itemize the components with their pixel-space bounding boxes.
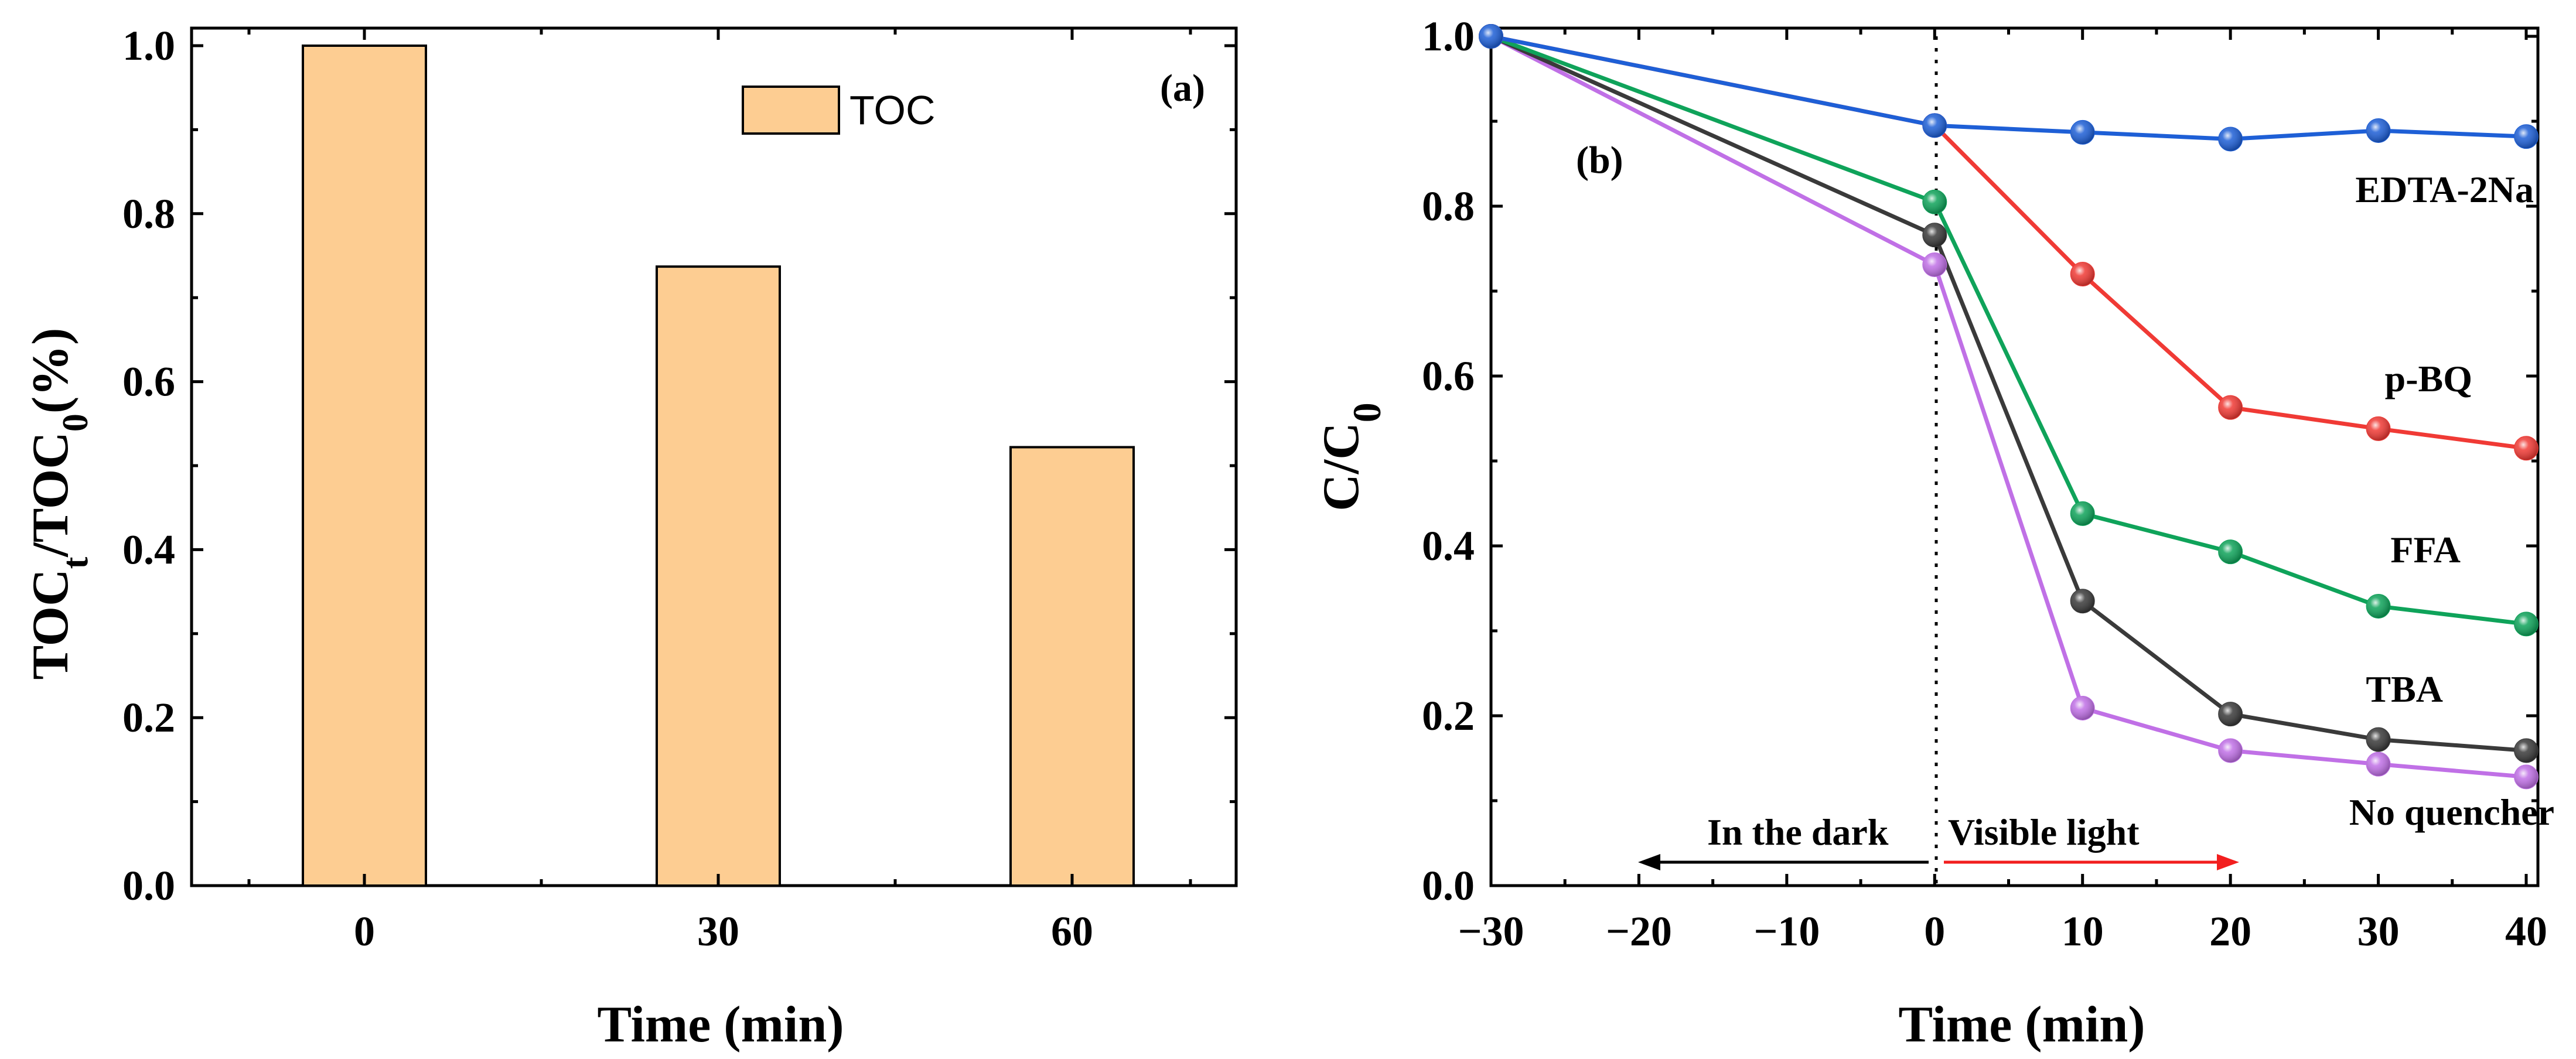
chart-a-x-tick-label: 60 [1051,908,1093,955]
point-edta-2na-0 [1922,113,1947,138]
series-line-edta-2na [1490,34,2527,141]
chart-b: 0.0 0.2 0.4 0.6 0.8 1.0 −30 −20 −10 0 10 20 30 40 EDT… [1313,13,2554,1053]
chart-b-y-tick-label: 0.4 [1422,522,1475,569]
chart-b-x-tick-label: 30 [2357,908,2400,955]
chart-b-lines [1490,34,2527,779]
point-edta-2na-40 [2514,124,2539,149]
series-line-tba [1490,34,2527,753]
chart-b-x-axis-title: Time (min) [1898,996,2145,1053]
chart-a-x-axis-title: Time (min) [597,996,844,1053]
dark-annotation-label: In the dark [1707,811,1889,853]
series-label-ffa: FFA [2390,529,2461,571]
series-label-no-quencher: No quencher [2349,791,2554,833]
chart-b-y-axis-title: C/C0 [1313,402,1389,511]
point-ffa-40 [2514,612,2539,637]
point-ffa-30 [2366,593,2391,619]
point-tba-40 [2514,738,2539,763]
point-edta-2na-20 [2218,127,2243,152]
chart-b-x-tick-label: 40 [2505,908,2547,955]
series-label-p-bq: p-BQ [2385,358,2472,399]
chart-a: 0.0 0.2 0.4 0.6 0.8 1.0 0 30 60 TOC (a) Time (mi… [22,22,1238,1053]
point-tba-10 [2070,589,2095,614]
chart-b-y-tick-label: 0.6 [1422,353,1475,399]
chart-a-y-tick-label: 0.0 [122,862,175,909]
series-line-p-bq [1490,34,2527,450]
point-p-bq-10 [2070,262,2095,286]
point-edta-2na-30 [2366,118,2391,143]
chart-b-y-tick-label: 0.8 [1422,183,1475,230]
chart-b-x-tick-label: 10 [2062,908,2104,955]
point-ffa-10 [2070,501,2095,526]
point-tba-30 [2366,727,2391,752]
chart-a-y-tick-label: 0.6 [122,358,175,405]
point-tba-0 [1922,223,1947,248]
chart-b-x-tick-label: −10 [1753,908,1820,955]
chart-a-ticks: 0.0 0.2 0.4 0.6 0.8 1.0 0 30 60 [122,22,1236,955]
point-edta-2na-10 [2070,119,2095,145]
chart-a-legend-swatch [742,86,840,135]
point-ffa-20 [2218,539,2243,565]
chart-a-x-tick-label: 0 [354,908,375,955]
series-label-tba: TBA [2366,668,2443,710]
chart-a-panel-tag: (a) [1160,67,1205,110]
bar-30 [656,265,781,887]
chart-b-y-tick-label: 0.0 [1422,862,1475,909]
chart-b-plot-area [1489,26,2540,887]
chart-b-series-labels: EDTA-2Na p-BQ FFA TBA No quencher [2349,169,2554,833]
chart-a-y-tick-label: 0.8 [122,190,175,237]
chart-a-x-tick-label: 30 [697,908,739,955]
chart-b-frame [1489,26,2540,887]
chart-a-legend-label: TOC [849,87,936,133]
point-p-bq-40 [2514,436,2539,461]
point-ffa-0 [1922,189,1947,214]
point-no-quencher-20 [2218,738,2243,763]
chart-b-points [1479,24,2539,790]
chart-a-y-tick-label: 0.4 [122,526,175,573]
series-line-ffa [1490,34,2527,626]
series-line-no-quencher [1490,34,2527,779]
bar-60 [1009,446,1135,887]
chart-a-y-axis-title: TOCt/TOC0(%) [22,328,95,680]
chart-b-y-tick-label: 1.0 [1422,13,1475,60]
point-edta-2na--30 [1479,24,1503,49]
point-no-quencher-40 [2514,764,2539,790]
point-p-bq-30 [2366,416,2391,441]
chart-a-y-tick-label: 0.2 [122,694,175,741]
point-no-quencher-10 [2070,695,2095,720]
dark-arrow-head [1638,854,1660,870]
point-no-quencher-0 [1922,252,1947,278]
series-label-edta-2na: EDTA-2Na [2355,169,2534,210]
point-p-bq-20 [2218,395,2243,420]
point-no-quencher-30 [2366,751,2391,777]
chart-b-ticks: 0.0 0.2 0.4 0.6 0.8 1.0 −30 −20 −10 0 10 20 30 40 [1422,13,2547,955]
bar-0 [302,45,427,887]
chart-b-y-tick-label: 0.2 [1422,692,1475,739]
chart-a-bars [302,45,1135,887]
chart-b-x-tick-label: 0 [1924,908,1945,955]
chart-b-x-tick-label: −20 [1606,908,1672,955]
point-tba-20 [2218,702,2243,727]
chart-b-panel-tag: (b) [1576,139,1623,182]
chart-a-y-tick-label: 1.0 [122,22,175,69]
chart-b-x-tick-label: −30 [1458,908,1524,955]
light-arrow-head [2217,854,2239,870]
light-annotation-label: Visible light [1948,811,2140,853]
chart-b-x-tick-label: 20 [2209,908,2251,955]
